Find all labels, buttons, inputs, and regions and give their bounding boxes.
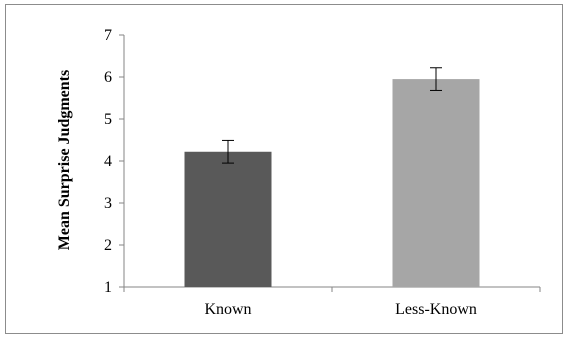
bars — [184, 79, 480, 287]
category-label: Known — [204, 301, 251, 318]
error-bars — [222, 67, 442, 164]
y-axis: 1 2 3 4 5 6 7 — [104, 27, 125, 296]
y-tick-label: 3 — [104, 195, 112, 212]
category-labels: Known Less-Known — [204, 301, 476, 318]
x-axis — [123, 286, 541, 292]
category-label: Less-Known — [395, 301, 477, 318]
y-tick-label: 7 — [104, 27, 112, 44]
bar-less-known — [392, 79, 480, 287]
bar-known — [184, 151, 272, 287]
y-tick-label: 4 — [104, 153, 112, 170]
y-tick-label: 2 — [104, 237, 112, 254]
y-tick-label: 1 — [104, 279, 112, 296]
y-tick-label: 5 — [104, 111, 112, 128]
y-axis-title: Mean Surprise Judgments — [56, 70, 73, 250]
y-tick-label: 6 — [104, 69, 112, 86]
